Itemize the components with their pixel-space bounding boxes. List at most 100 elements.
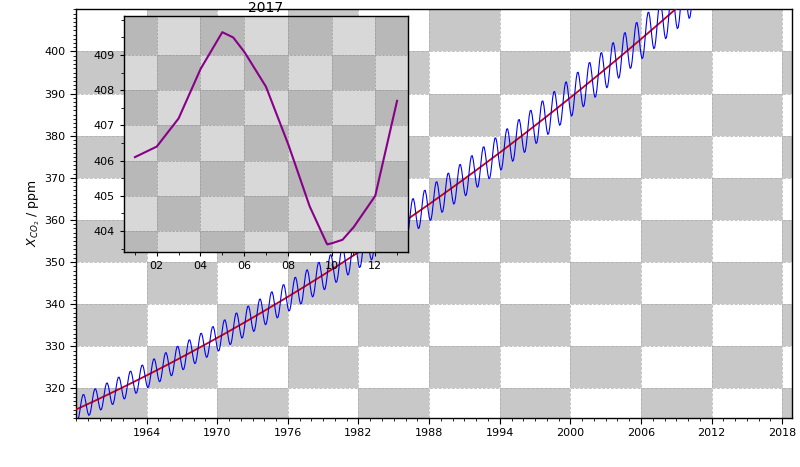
Bar [641,304,712,347]
Bar [429,304,500,347]
Bar [358,347,429,389]
Bar [500,93,570,136]
Bar [288,262,358,304]
Bar [641,220,712,262]
Bar [331,16,375,55]
Bar [288,16,331,55]
Bar [157,161,201,196]
Bar [712,220,782,262]
Bar [76,178,146,220]
Bar [712,347,782,389]
Bar [146,347,218,389]
Bar [218,304,288,347]
Bar [570,93,641,136]
Bar [429,136,500,178]
Bar [76,51,146,93]
Bar [124,126,157,161]
Bar [429,220,500,262]
Bar [375,196,408,231]
Bar [500,9,570,51]
Bar [201,55,244,90]
Bar [375,161,408,196]
Bar [358,304,429,347]
Bar [218,93,288,136]
Bar [358,9,429,51]
Bar [288,196,331,231]
Bar [76,220,146,262]
Bar [124,90,157,126]
Bar [288,51,358,93]
Bar [244,16,288,55]
Bar [500,262,570,304]
Bar [201,126,244,161]
Bar [782,220,800,262]
Bar [500,220,570,262]
Bar [146,304,218,347]
Bar [218,220,288,262]
Bar [146,136,218,178]
Bar [358,178,429,220]
Bar [331,126,375,161]
Bar [375,90,408,126]
Bar [76,262,146,304]
Bar [500,178,570,220]
Bar [146,51,218,93]
Bar [500,136,570,178]
Bar [500,389,570,431]
Bar [124,196,157,231]
Bar [288,9,358,51]
Bar [288,126,331,161]
Bar [218,389,288,431]
Bar [288,161,331,196]
Bar [157,90,201,126]
Bar [157,16,201,55]
Bar [76,304,146,347]
Bar [288,231,331,252]
Bar [375,126,408,161]
Bar [146,9,218,51]
Bar [570,178,641,220]
Bar [358,51,429,93]
Bar [641,93,712,136]
Bar [288,220,358,262]
Bar [76,347,146,389]
Bar [124,16,157,55]
Bar [500,347,570,389]
Bar [782,93,800,136]
Bar [244,126,288,161]
Bar [782,51,800,93]
Bar [76,389,146,431]
Bar [641,262,712,304]
Bar [218,347,288,389]
Bar [124,231,157,252]
Bar [570,220,641,262]
Bar [712,178,782,220]
Bar [157,231,201,252]
Bar [782,136,800,178]
Bar [641,178,712,220]
Bar [201,161,244,196]
Bar [500,304,570,347]
Bar [570,389,641,431]
Bar [76,9,146,51]
Bar [201,196,244,231]
Bar [244,196,288,231]
Bar [288,55,331,90]
Bar [429,9,500,51]
Bar [782,389,800,431]
Bar [288,93,358,136]
Bar [570,136,641,178]
Bar [146,220,218,262]
Bar [201,16,244,55]
Bar [782,9,800,51]
Bar [570,9,641,51]
Bar [429,93,500,136]
Bar [429,51,500,93]
Bar [570,347,641,389]
Bar [375,231,408,252]
Bar [358,262,429,304]
Bar [712,136,782,178]
Bar [429,262,500,304]
Bar [288,178,358,220]
Bar [244,161,288,196]
